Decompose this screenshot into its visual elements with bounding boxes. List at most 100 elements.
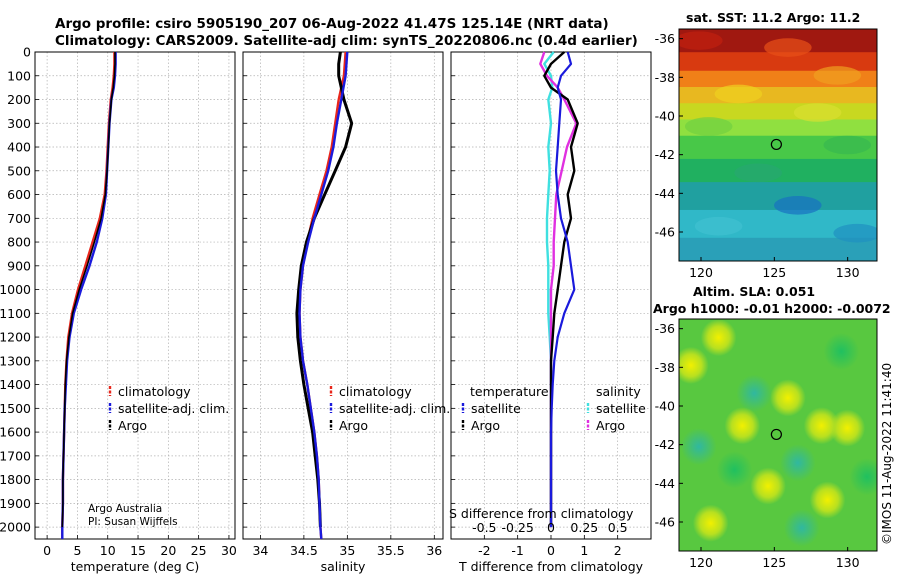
sla-map-field	[679, 319, 877, 551]
map-panels: 120 125 130 -36 -38 -40 -42 -44 -46 120 125 130 -36 -…	[655, 28, 878, 570]
sla-blob	[779, 444, 816, 482]
sst-patch	[823, 135, 872, 155]
x-tick-label: 34	[252, 543, 268, 558]
y-tick-label: 800	[7, 235, 31, 250]
map-x-tick-label: 130	[836, 265, 860, 280]
temp-legend-label: climatology	[118, 384, 191, 399]
argo-location-marker	[770, 428, 782, 441]
sst-patch	[694, 216, 743, 236]
profile-panels: 0100200300400500600700800900100011001200…	[0, 45, 652, 574]
map-x-tick-label: 125	[762, 555, 786, 570]
x-tick-label: -2	[478, 543, 490, 558]
sla-blob	[770, 379, 806, 417]
sla-blob	[783, 509, 820, 547]
chart-title-line1: Argo profile: csiro 5905190_207 06-Aug-2…	[55, 16, 609, 32]
temp-legend-label: satellite-adj. clim.	[118, 401, 229, 416]
x-tick-label: 10	[100, 543, 116, 558]
x-tick-label: 1	[580, 543, 588, 558]
temp-legend-label: Argo	[118, 418, 147, 433]
argo-location-marker	[770, 138, 782, 151]
sdiff-legend-title: salinity	[596, 384, 641, 399]
map-y-tick-label: -38	[655, 360, 675, 375]
y-tick-label: 1600	[0, 425, 31, 440]
sst-patch	[684, 117, 733, 136]
sla-blob	[679, 346, 709, 384]
y-tick-label: 100	[7, 68, 31, 83]
y-tick-label: 400	[7, 140, 31, 155]
credit-line1: Argo Australia	[88, 503, 162, 515]
x-tick-label: 35	[339, 543, 355, 558]
x-tick-label: 25	[191, 543, 207, 558]
map-y-tick-label: -38	[655, 70, 675, 85]
x-tick-label: -1	[511, 543, 523, 558]
sla-blob	[716, 451, 753, 489]
y-tick-label: 1400	[0, 377, 31, 392]
series-temp-climatology	[61, 52, 116, 539]
sla-blob	[823, 332, 860, 371]
x-tick-label: 36	[426, 543, 442, 558]
sst-patch	[714, 84, 763, 104]
sla-blob	[736, 374, 773, 412]
x-tick-label: 20	[160, 543, 176, 558]
sla-blob	[809, 481, 846, 519]
sst-patch	[813, 66, 862, 85]
axes-box	[34, 51, 236, 540]
x-top-tick-label: -0.25	[501, 520, 533, 535]
y-tick-label: 600	[7, 187, 31, 202]
series-sal-climatology	[298, 51, 347, 540]
map-y-tick-label: -40	[655, 109, 675, 124]
sst-map-title: sat. SST: 11.2 Argo: 11.2	[686, 10, 861, 25]
map-y-tick-label: -44	[655, 476, 675, 491]
map-y-tick-label: -40	[655, 399, 675, 414]
sst-map-frame	[678, 28, 878, 262]
credit-line2: PI: Susan Wijffels	[88, 516, 178, 528]
x-top-tick-label: -0.5	[472, 520, 496, 535]
x-top-tick-label: 0	[547, 520, 555, 535]
profile-panel-salinity: 34 34.5 35 35.5 36 salinity	[242, 51, 444, 574]
x-tick-label: 34.5	[290, 543, 318, 558]
sst-map-field	[679, 29, 877, 261]
map-y-tick-label: -36	[655, 31, 675, 46]
x-axis-label: T difference from climatology	[458, 559, 644, 574]
x-tick-label: 0	[547, 543, 555, 558]
series-temp-argo	[61, 52, 116, 528]
y-tick-label: 0	[23, 45, 31, 60]
sal-legend-label: Argo	[339, 418, 368, 433]
sla-blob	[750, 467, 786, 505]
x-top-tick-label: 0.25	[570, 520, 598, 535]
sst-patch	[764, 38, 812, 57]
map-y-tick-label: -46	[655, 225, 675, 240]
sdiff-legend-label: satellite	[596, 401, 646, 416]
series-sal-satellite	[298, 51, 349, 540]
sla-blob	[803, 407, 840, 445]
x-top-tick-label: 0.5	[608, 520, 628, 535]
x-axis-label: salinity	[321, 559, 366, 574]
y-tick-label: 1500	[0, 401, 31, 416]
sla-blob	[724, 407, 761, 445]
sst-patch	[734, 163, 782, 183]
sst-patch	[679, 31, 723, 50]
chart-title-line2: Climatology: CARS2009. Satellite-adj cli…	[55, 33, 638, 49]
map-x-tick-label: 120	[689, 265, 713, 280]
sst-patch	[774, 196, 822, 215]
tdiff-legend-title: temperature	[470, 384, 549, 399]
map-panel-sst-map: 120 125 130 -36 -38 -40 -42 -44 -46	[655, 28, 878, 280]
y-tick-label: 1300	[0, 353, 31, 368]
y-tick-label: 2000	[0, 520, 31, 535]
y-tick-label: 500	[7, 163, 31, 178]
y-tick-label: 1800	[0, 472, 31, 487]
x-tick-label: 30	[221, 543, 237, 558]
y-tick-label: 1900	[0, 496, 31, 511]
y-tick-label: 700	[7, 211, 31, 226]
map-y-tick-label: -46	[655, 515, 675, 530]
sst-band	[679, 52, 877, 72]
x-top-axis-label: S difference from climatology	[449, 506, 634, 521]
map-x-tick-label: 120	[689, 555, 713, 570]
map-panel-sla-map: 120 125 130 -36 -38 -40 -42 -44 -46	[655, 318, 878, 570]
sla-map-title: Altim. SLA: 0.051	[693, 284, 816, 299]
x-tick-label: 15	[130, 543, 146, 558]
y-tick-label: 200	[7, 92, 31, 107]
sst-patch	[793, 103, 842, 122]
x-axis-label: temperature (deg C)	[71, 559, 200, 574]
